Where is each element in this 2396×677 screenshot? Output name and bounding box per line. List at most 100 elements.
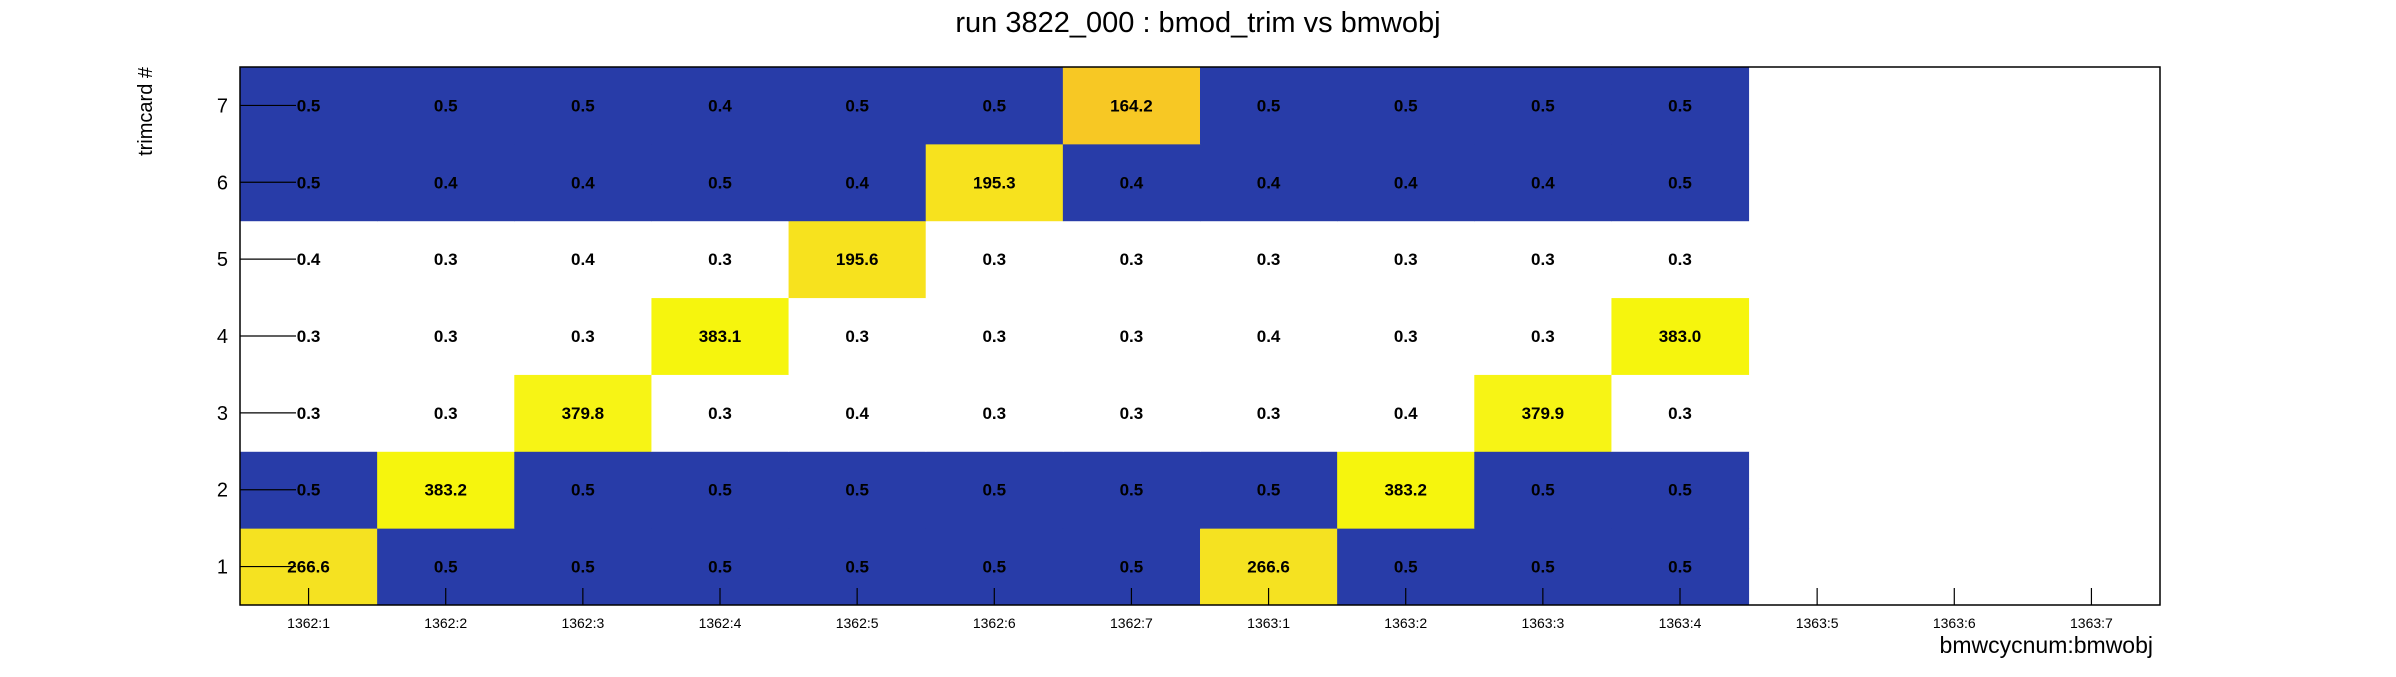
- x-tick-label: 1363:7: [2070, 615, 2113, 631]
- heatmap-cell: [788, 67, 927, 145]
- cell-value-label: 0.5: [708, 173, 732, 192]
- cell-value-label: 0.4: [1394, 404, 1418, 423]
- heatmap-cell: [1200, 374, 1338, 452]
- x-tick-label: 1363:3: [1521, 615, 1564, 631]
- cell-value-label: 0.5: [434, 558, 458, 577]
- heatmap-cell: [1474, 374, 1612, 452]
- heatmap-cell: [788, 220, 927, 299]
- heatmap-cell: [651, 451, 790, 529]
- y-tick-label: 1: [217, 557, 228, 579]
- cell-value-label: 0.5: [1668, 173, 1692, 192]
- heatmap-cell: [1200, 143, 1338, 222]
- heatmap-cell: [1611, 451, 1750, 529]
- cell-value-label: 0.5: [571, 481, 595, 500]
- cell-value-label: 0.4: [1120, 173, 1144, 192]
- cell-value-label: 0.5: [1668, 558, 1692, 577]
- cell-value-label: 0.5: [434, 96, 458, 115]
- cell-value-label: 0.5: [845, 481, 869, 500]
- heatmap-cells: 266.6 0.5 0.5 0.5 0.5 0.5 0.5 266.6 0.5 0.5 0.5 0.5…: [240, 67, 1750, 606]
- chart-title: run 3822_000 : bmod_trim vs bmwobj: [955, 7, 1440, 39]
- cell-value-label: 0.5: [982, 481, 1006, 500]
- cell-value-label: 0.5: [845, 558, 869, 577]
- heatmap-cell: [377, 220, 515, 299]
- heatmap-cell: [1200, 67, 1338, 145]
- cell-value-label: 0.3: [1257, 404, 1281, 423]
- cell-value-label: 0.5: [708, 481, 732, 500]
- cell-value-label: 0.4: [708, 96, 732, 115]
- heatmap-cell: [1062, 67, 1201, 145]
- cell-value-label: 0.3: [571, 327, 595, 346]
- heatmap-cell: [651, 67, 790, 145]
- heatmap-cell: [1337, 220, 1475, 299]
- cell-value-label: 0.3: [982, 404, 1006, 423]
- heatmap-cell: [1611, 297, 1750, 375]
- cell-value-label: 0.3: [434, 404, 458, 423]
- heatmap-cell: [1200, 451, 1338, 529]
- cell-value-label: 0.3: [1120, 327, 1144, 346]
- cell-value-label: 0.4: [1394, 173, 1418, 192]
- heatmap-cell: [377, 67, 515, 145]
- heatmap-cell: [1474, 67, 1612, 145]
- heatmap-cell: [1474, 297, 1612, 375]
- heatmap-cell: [788, 297, 927, 375]
- heatmap-cell: [1337, 374, 1475, 452]
- cell-value-label: 0.5: [982, 558, 1006, 577]
- heatmap-cell: [1062, 220, 1201, 299]
- cell-value-label: 0.4: [845, 404, 869, 423]
- cell-value-label: 0.5: [1257, 96, 1281, 115]
- heatmap-cell: [377, 451, 515, 529]
- cell-value-label: 0.5: [1394, 558, 1418, 577]
- cell-value-label: 0.4: [434, 173, 458, 192]
- heatmap-cell: [1611, 143, 1750, 222]
- cell-value-label: 195.3: [973, 173, 1016, 192]
- cell-value-label: 0.3: [708, 404, 732, 423]
- cell-value-label: 0.3: [1531, 250, 1555, 269]
- heatmap-cell: [788, 374, 927, 452]
- heatmap-cell: [514, 67, 652, 145]
- cell-value-label: 266.6: [1247, 558, 1290, 577]
- cell-value-label: 383.2: [1384, 481, 1427, 500]
- cell-value-label: 0.3: [1668, 404, 1692, 423]
- x-tick-label: 1363:2: [1384, 615, 1427, 631]
- x-tick-label: 1362:4: [699, 615, 742, 631]
- cell-value-label: 0.5: [1257, 481, 1281, 500]
- y-axis-title: trimcard #: [135, 66, 157, 156]
- cell-value-label: 0.4: [845, 173, 869, 192]
- heatmap-cell: [788, 451, 927, 529]
- heatmap-cell: [1611, 374, 1750, 452]
- y-tick-label: 6: [217, 172, 228, 194]
- cell-value-label: 0.5: [1120, 481, 1144, 500]
- cell-value-label: 0.3: [1531, 327, 1555, 346]
- cell-value-label: 0.3: [1257, 250, 1281, 269]
- y-tick-label: 7: [217, 95, 228, 117]
- heatmap-cell: [1062, 451, 1201, 529]
- cell-value-label: 0.5: [571, 558, 595, 577]
- cell-value-label: 0.4: [571, 173, 595, 192]
- cell-value-label: 0.5: [1531, 481, 1555, 500]
- heatmap-cell: [514, 297, 652, 375]
- cell-value-label: 195.6: [836, 250, 879, 269]
- y-tick-label: 5: [217, 249, 228, 271]
- cell-value-label: 164.2: [1110, 96, 1153, 115]
- cell-value-label: 383.0: [1659, 327, 1702, 346]
- heatmap-cell: [925, 143, 1064, 222]
- cell-value-label: 383.1: [699, 327, 742, 346]
- heatmap-cell: [925, 67, 1064, 145]
- y-tick-label: 3: [217, 403, 228, 425]
- heatmap-cell: [1337, 297, 1475, 375]
- heatmap-cell: [925, 374, 1064, 452]
- heatmap-cell: [925, 297, 1064, 375]
- heatmap-cell: [1337, 143, 1475, 222]
- cell-value-label: 379.9: [1522, 404, 1565, 423]
- x-tick-label: 1362:3: [561, 615, 604, 631]
- heatmap-cell: [514, 451, 652, 529]
- x-tick-label: 1362:6: [973, 615, 1016, 631]
- heatmap-cell: [1200, 220, 1338, 299]
- heatmap-cell: [1200, 297, 1338, 375]
- x-tick-label: 1362:7: [1110, 615, 1153, 631]
- heatmap-cell: [1062, 297, 1201, 375]
- x-tick-label: 1363:5: [1796, 615, 1839, 631]
- heatmap-cell: [651, 374, 790, 452]
- x-tick-label: 1363:1: [1247, 615, 1290, 631]
